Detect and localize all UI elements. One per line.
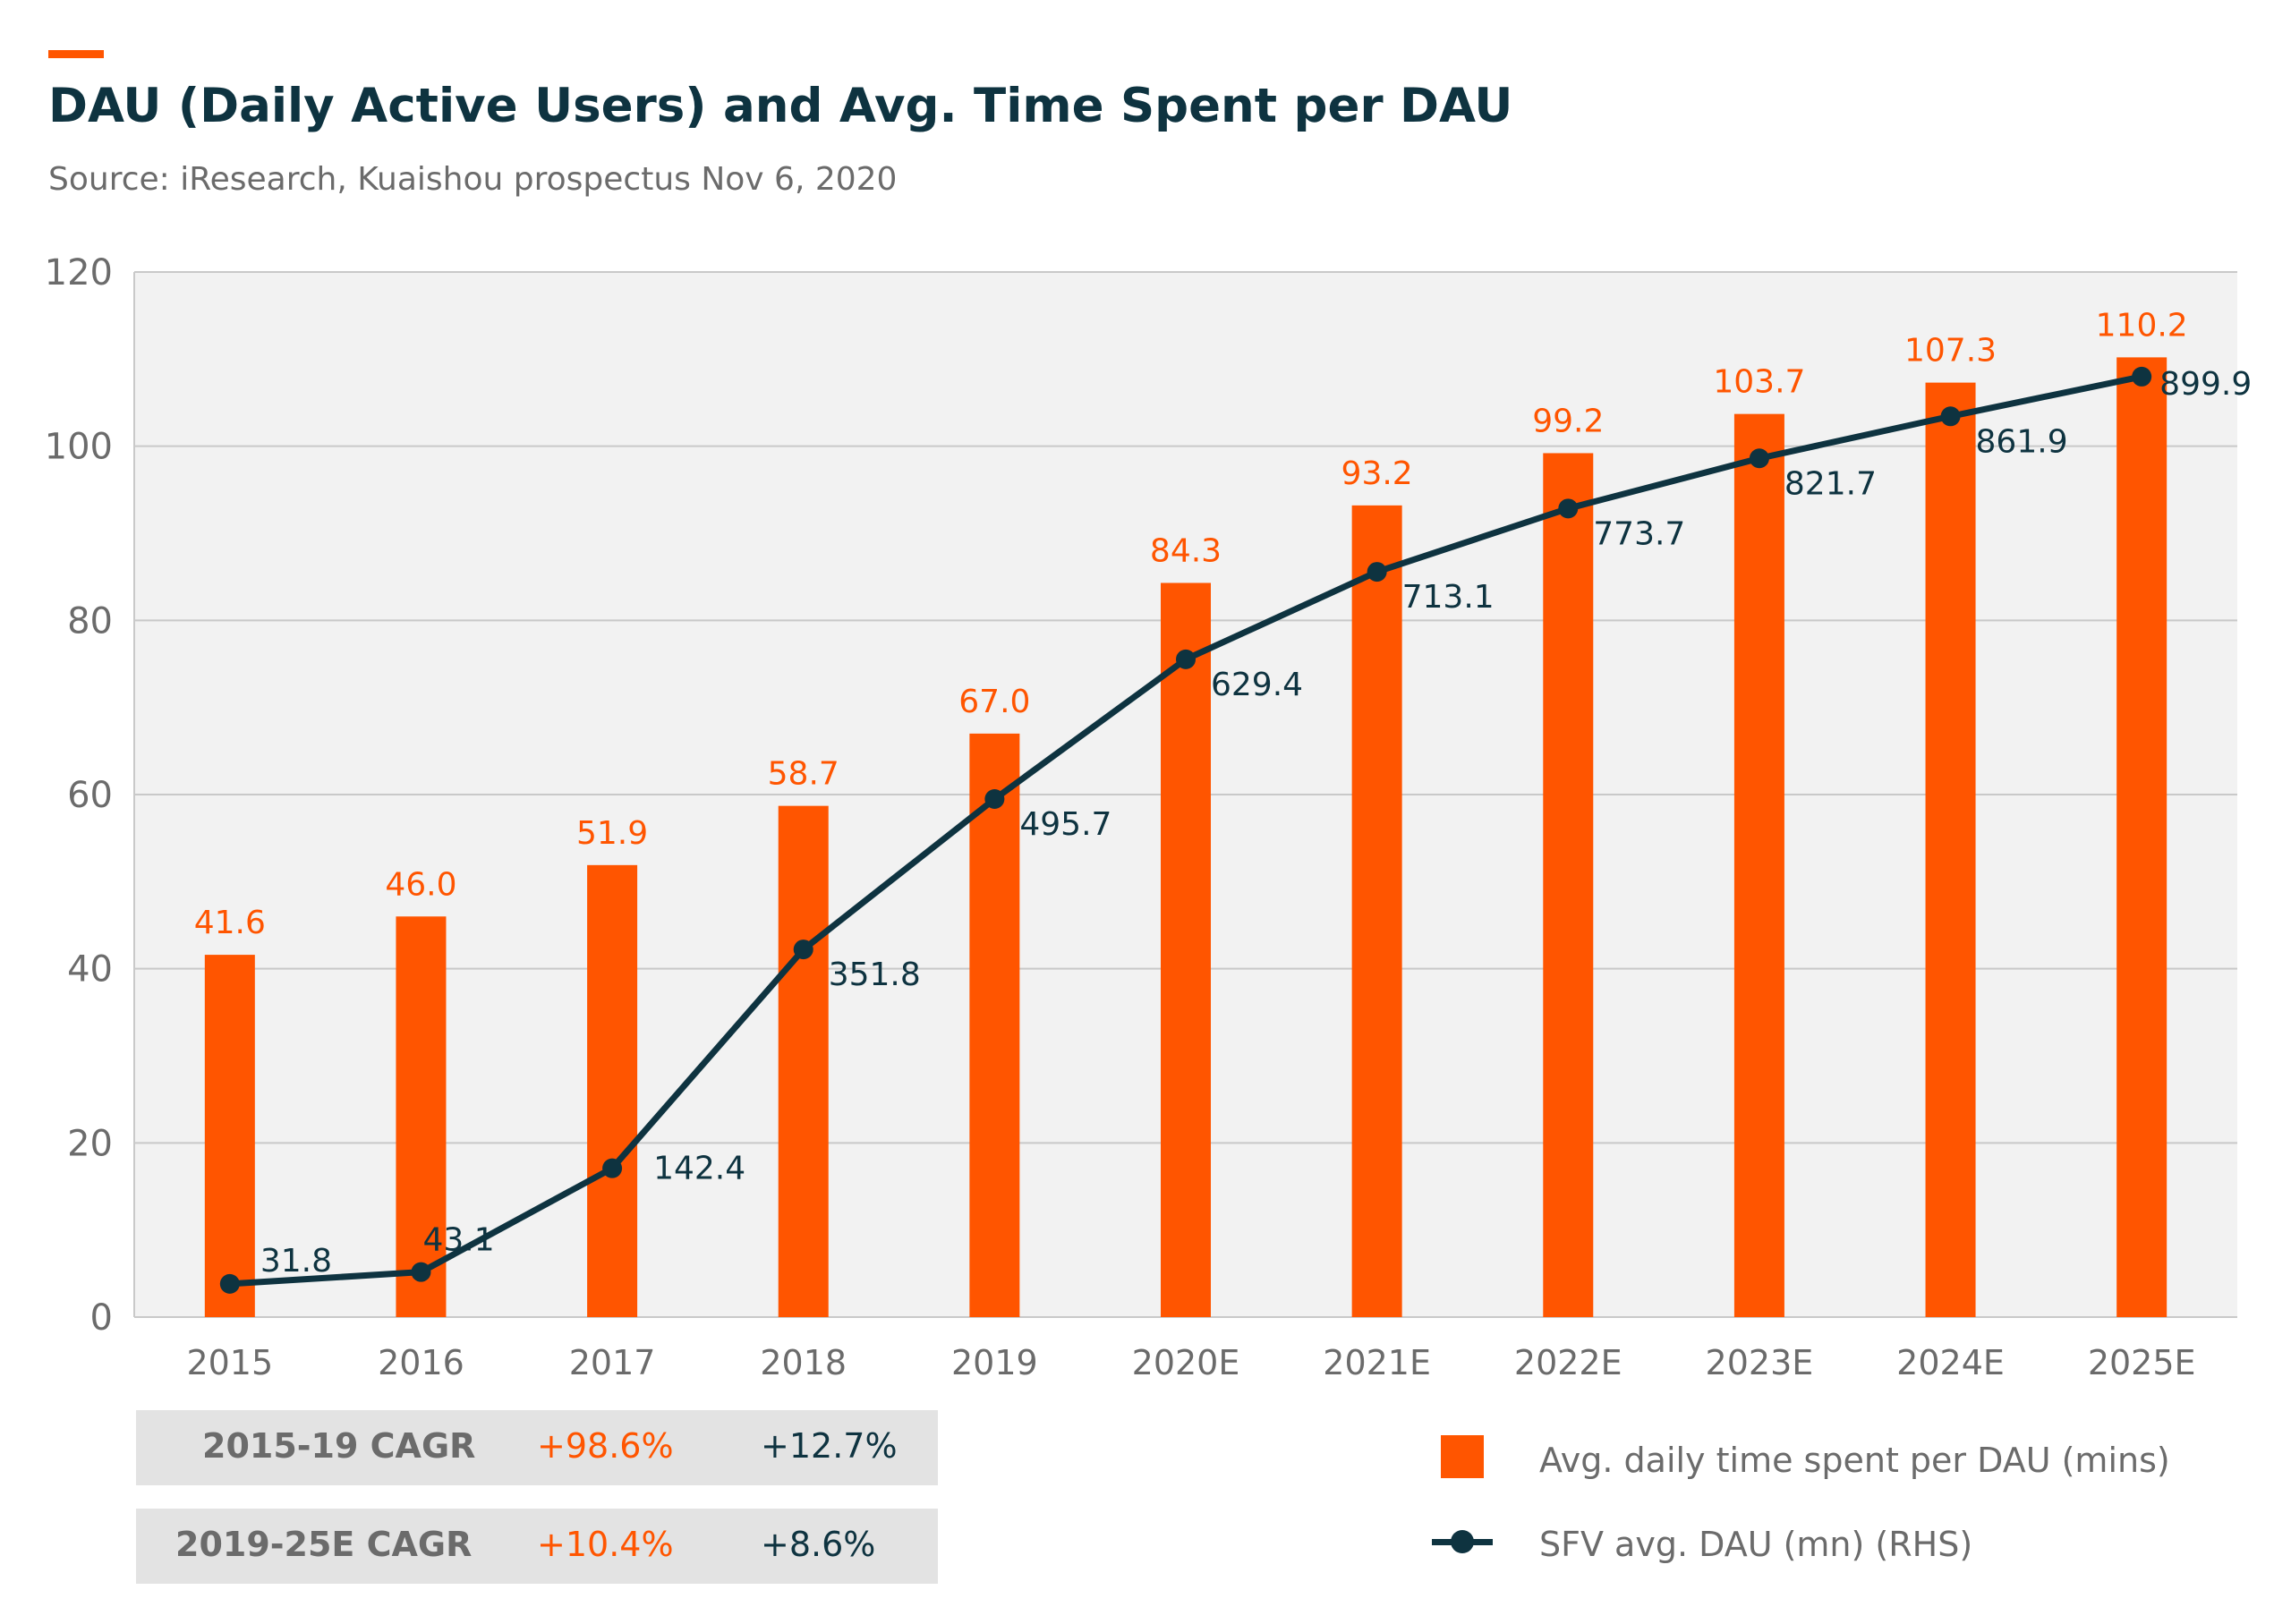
bar-data-label: 107.3 [1904,333,1997,370]
line-point [1749,448,1769,469]
line-data-labels: 31.8 43.1 142.4 351.8 495.7 629.4 713.1 773.7 82… [260,366,2252,1280]
line-data-label: 495.7 [1019,806,1111,843]
line-data-label: 629.4 [1211,667,1303,703]
x-tick-label: 2020E [1132,1343,1240,1382]
line-data-label: 351.8 [829,957,921,993]
legend-label: Avg. daily time spent per DAU (mins) [1539,1441,2170,1480]
line-data-label: 43.1 [422,1222,494,1259]
x-tick-label: 2017 [569,1343,656,1382]
y-tick-label: 80 [67,600,113,642]
bar [778,805,829,1317]
bar-data-label: 58.7 [768,756,839,793]
bar [396,916,447,1317]
x-tick-label: 2025E [2088,1343,2196,1382]
bar [1351,505,1402,1317]
x-tick-label: 2021E [1323,1343,1431,1382]
x-tick-label: 2019 [951,1343,1038,1382]
line-data-label: 899.9 [2159,366,2252,403]
line-point [1367,562,1387,582]
chart-canvas: 0 20 40 60 80 100 120 41.6 46.0 51.9 58.7 67.0 84.3… [45,252,2253,1382]
line-point [1176,649,1196,669]
x-tick-label: 2015 [186,1343,273,1382]
x-tick-labels: 2015 2016 2017 2018 2019 2020E 2021E 2022E 2023E… [186,1343,2195,1382]
bar-data-label: 51.9 [576,815,648,852]
cagr-label: 2019-25E CAGR [175,1525,473,1564]
x-tick-label: 2023E [1706,1343,1814,1382]
bar [587,864,638,1317]
accent-bar [48,50,104,58]
bar-data-label: 46.0 [385,866,456,903]
line-point [602,1158,623,1178]
line-point [411,1262,431,1282]
y-tick-label: 100 [45,427,113,468]
bar-data-label: 99.2 [1532,403,1604,439]
bar [1925,382,1976,1318]
line-point [2132,366,2152,387]
line-data-label: 773.7 [1593,515,1685,552]
x-tick-label: 2022E [1514,1343,1622,1382]
line-data-label: 861.9 [1976,423,2068,460]
line-point [219,1273,240,1294]
x-tick-label: 2016 [378,1343,464,1382]
y-tick-label: 0 [90,1297,113,1339]
bar-data-label: 103.7 [1713,364,1805,401]
bar-data-label: 110.2 [2096,307,2188,344]
line-data-label: 142.4 [653,1151,745,1187]
line-series [219,366,2152,1294]
legend-dot-marker [1451,1530,1474,1553]
y-tick-labels: 0 20 40 60 80 100 120 [45,252,113,1339]
y-tick-label: 40 [67,949,113,991]
chart-title: DAU (Daily Active Users) and Avg. Time S… [48,79,1513,133]
bar-data-label: 93.2 [1341,455,1413,492]
bar-data-label: 84.3 [1150,532,1222,569]
cagr-time-spent: +10.4% [537,1525,674,1564]
legend-item-dau: SFV avg. DAU (mn) (RHS) [1432,1519,2237,1573]
bar [1733,413,1784,1317]
chart-subtitle: Source: iResearch, Kuaishou prospectus N… [48,161,898,198]
cagr-label: 2015-19 CAGR [202,1426,476,1466]
cagr-time-spent: +98.6% [537,1426,674,1466]
line-point [793,940,813,960]
y-tick-label: 120 [45,252,113,293]
bar [1543,453,1594,1317]
bar [2116,357,2168,1317]
line-data-label: 821.7 [1784,465,1877,502]
line-point [984,789,1005,810]
y-tick-label: 20 [67,1123,113,1164]
legend-bar-swatch [1441,1435,1484,1478]
bar [204,955,255,1317]
cagr-row-2015-19: 2015-19 CAGR +98.6% +12.7% [136,1410,938,1485]
bar [1161,582,1211,1317]
y-tick-label: 60 [67,775,113,816]
x-tick-label: 2024E [1896,1343,2005,1382]
bar-data-label: 67.0 [958,684,1030,720]
legend-label: SFV avg. DAU (mn) (RHS) [1539,1525,1973,1564]
bar-data-label: 41.6 [194,905,266,941]
line-point [1940,406,1961,427]
bar [969,733,1020,1317]
cagr-row-2019-25e: 2019-25E CAGR +10.4% +8.6% [136,1509,938,1584]
cagr-dau: +12.7% [761,1426,898,1466]
bar-series [204,357,2168,1318]
bar-data-labels: 41.6 46.0 51.9 58.7 67.0 84.3 93.2 99.2 103.7 107… [194,307,2188,941]
line-data-label: 713.1 [1402,579,1495,616]
cagr-dau: +8.6% [761,1525,876,1564]
legend-item-time-spent: Avg. daily time spent per DAU (mins) [1432,1435,2237,1489]
line-data-label: 31.8 [260,1243,332,1280]
line-point [1558,498,1579,519]
x-tick-label: 2018 [760,1343,847,1382]
